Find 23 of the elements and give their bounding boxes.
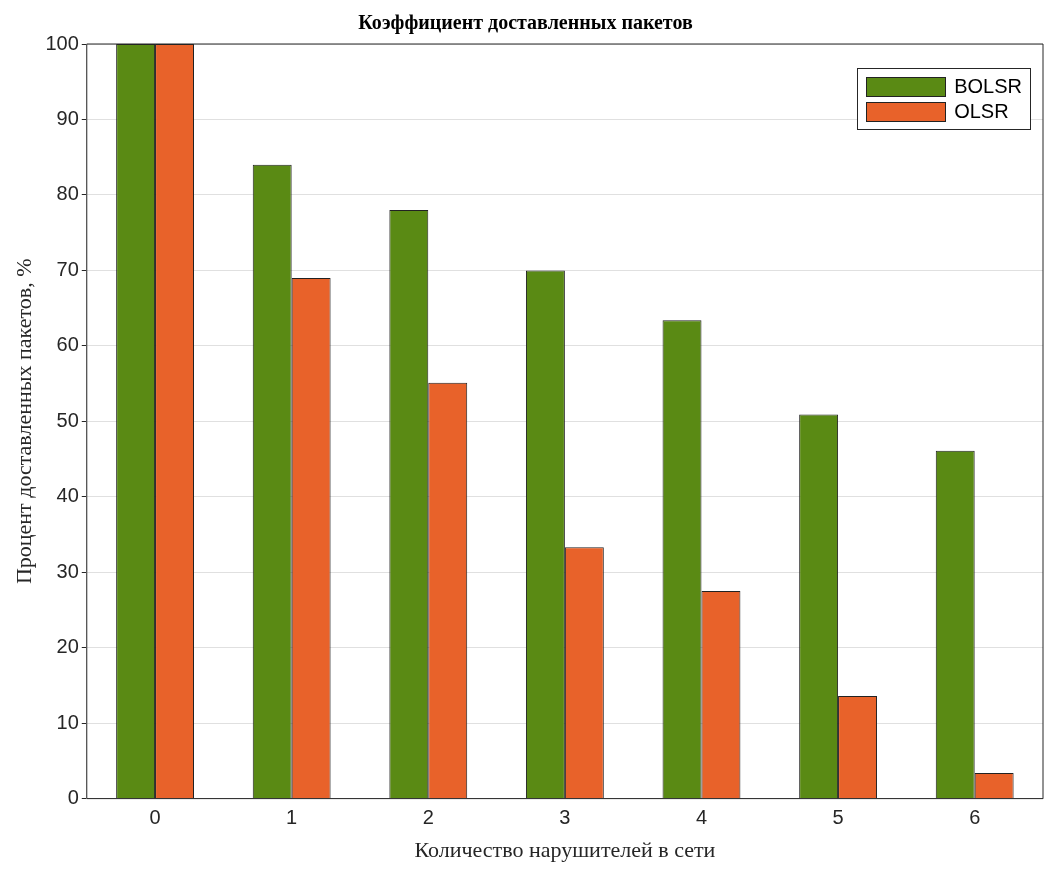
y-tick-label: 10 bbox=[56, 710, 79, 733]
y-tick-label: 20 bbox=[56, 635, 79, 658]
x-tick-label: 5 bbox=[832, 806, 844, 829]
x-tick-label: 3 bbox=[559, 806, 571, 829]
y-tick-label: 0 bbox=[67, 786, 79, 809]
y-tick-label: 70 bbox=[56, 257, 79, 280]
y-tick-label: 60 bbox=[56, 333, 79, 356]
x-tick-label: 2 bbox=[422, 806, 434, 829]
x-tick-label: 4 bbox=[695, 806, 708, 829]
y-tick-label: 30 bbox=[56, 559, 79, 582]
legend-label: OLSR bbox=[954, 100, 1009, 123]
y-tick-label: 90 bbox=[56, 106, 79, 129]
y-tick-label: 100 bbox=[45, 31, 79, 54]
legend-label: BOLSR bbox=[954, 75, 1022, 98]
x-tick-label: 1 bbox=[286, 806, 298, 829]
y-tick-label: 40 bbox=[56, 484, 79, 507]
y-tick-label: 80 bbox=[56, 182, 79, 205]
y-tick-label: 50 bbox=[56, 408, 79, 431]
y-axis-title: Процент доставленных пакетов, % bbox=[10, 258, 36, 585]
chart-title: Коэффициент доставленных пакетов bbox=[358, 11, 693, 35]
x-tick-label: 6 bbox=[969, 806, 981, 829]
x-tick-label: 0 bbox=[149, 806, 161, 829]
x-axis-title: Количество нарушителей в сети bbox=[414, 836, 716, 862]
